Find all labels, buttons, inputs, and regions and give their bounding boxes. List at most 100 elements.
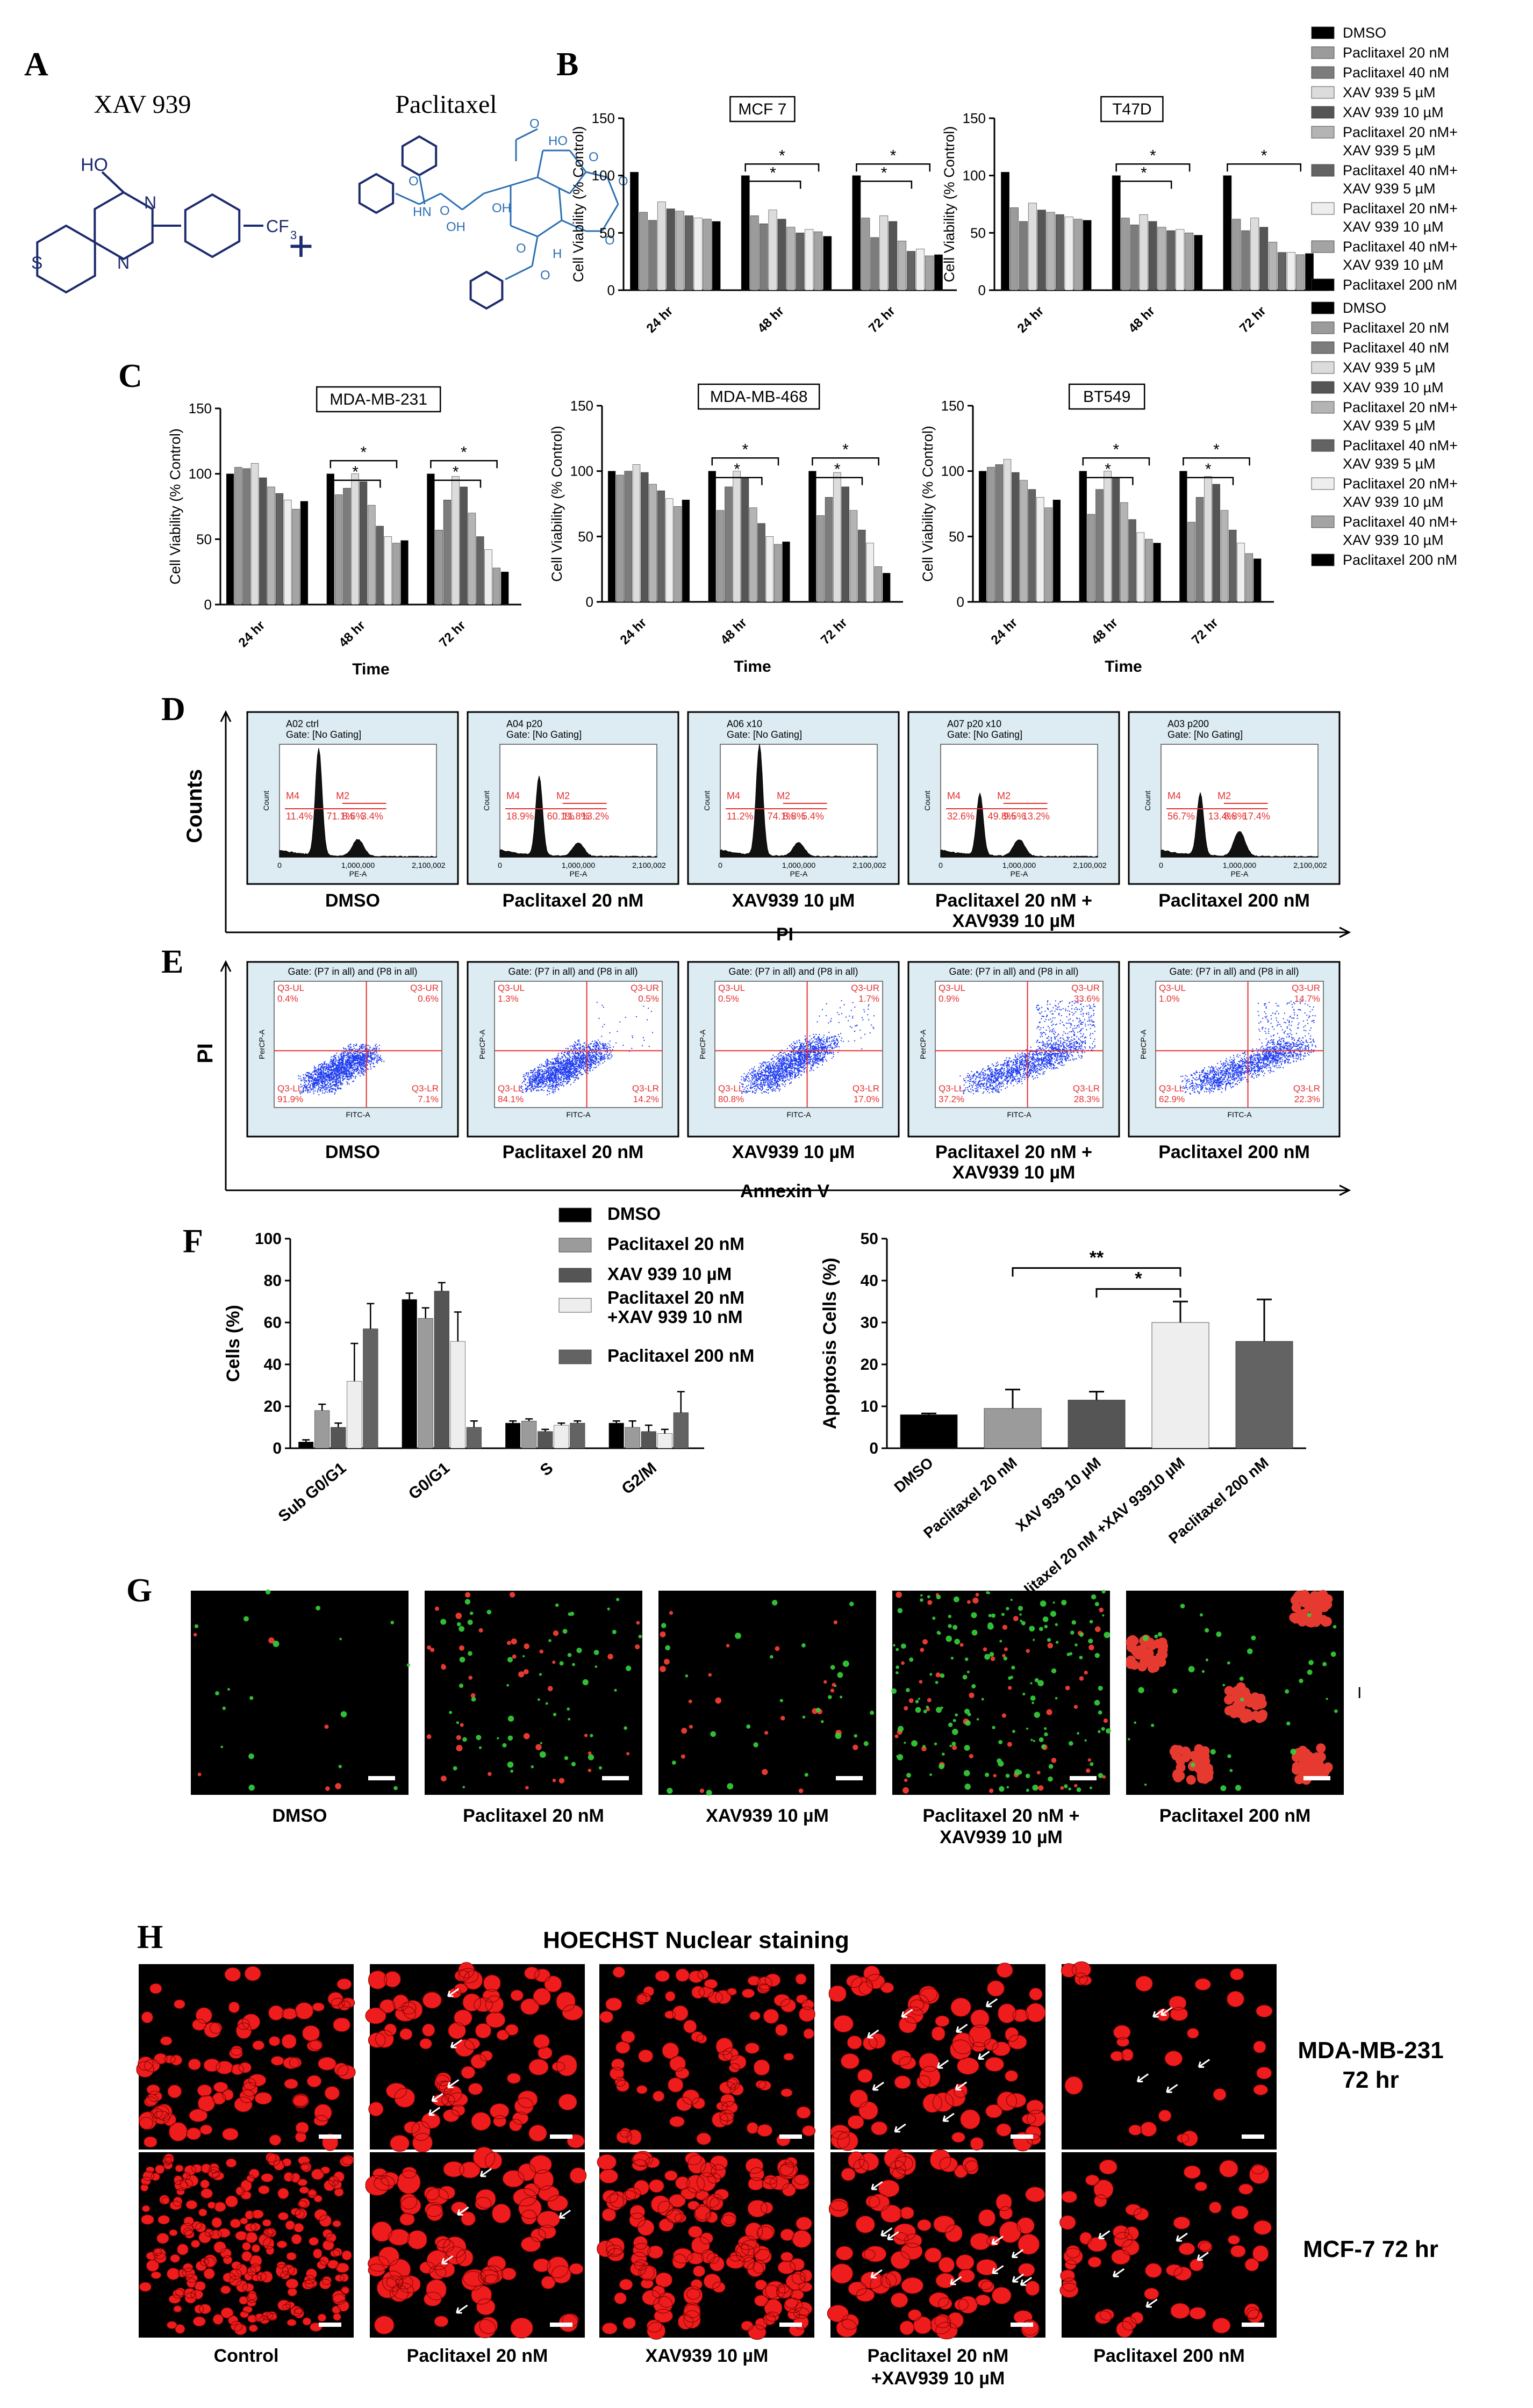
quadrant-name: Q3-UL — [498, 983, 525, 993]
bar — [889, 221, 898, 291]
bar — [347, 1381, 362, 1449]
bar — [1223, 175, 1232, 291]
bar — [1212, 484, 1220, 602]
nuclei — [1061, 1961, 1273, 2147]
plot-caption: Paclitaxel 20 nM — [503, 890, 644, 911]
gate-label: 11.8% — [563, 811, 590, 822]
pac-phenyl-ring — [469, 270, 504, 310]
significance-bracket — [1115, 181, 1172, 189]
bar — [741, 175, 750, 291]
bar — [1204, 476, 1212, 602]
quadrant-percent: 91.9% — [277, 1094, 303, 1104]
chart-title: MDA-MB-231 — [329, 391, 427, 408]
bar — [384, 536, 392, 605]
bar — [538, 1431, 553, 1449]
y-tick-label: 50 — [578, 528, 593, 544]
bar — [608, 1422, 624, 1449]
legend-swatch — [1311, 381, 1335, 394]
bar — [907, 251, 916, 291]
bar — [916, 248, 925, 291]
legend-label: DMSO — [1343, 25, 1386, 41]
x-tick-label: 2,100,002 — [412, 861, 445, 869]
gate-label: M2 — [1217, 790, 1231, 801]
d-x-label: PI — [776, 924, 793, 945]
stain-caption: Paclitaxel 200 nM — [1093, 2346, 1245, 2366]
legend-label: Paclitaxel 20 nM+ XAV 939 5 µM — [1343, 399, 1458, 434]
significance-bracket — [744, 181, 801, 189]
plot-gate: Gate: (P7 in all) and (P8 in all) — [1169, 966, 1299, 977]
y-tick-label: 150 — [941, 398, 964, 414]
bar — [1104, 471, 1112, 602]
x-tick-label: 0 — [939, 861, 943, 869]
significance-star: * — [352, 463, 359, 481]
micrograph-bg — [425, 1591, 642, 1795]
plot-caption: Paclitaxel 200 nM — [1158, 890, 1310, 911]
scale-bar — [602, 1776, 629, 1780]
legend-C: DMSO Paclitaxel 20 nM Paclitaxel 40 nM XAV … — [1311, 300, 1458, 568]
bar — [757, 523, 765, 602]
bar — [786, 227, 796, 291]
bar — [343, 488, 351, 605]
dotplot: Gate: (P7 in all) and (P8 in all) Q3-UL1.… — [467, 961, 679, 1138]
micrograph-caption: Paclitaxel 20 nM — [463, 1806, 604, 1826]
x-tick-label: 1,000,000 — [562, 861, 595, 869]
significance-star: * — [453, 463, 459, 481]
chart-title: MCF 7 — [738, 100, 786, 118]
gate-label: 71.1% — [327, 811, 354, 822]
bar — [984, 1408, 1042, 1449]
chart-title-box — [1068, 383, 1145, 410]
significance-star: * — [1141, 164, 1147, 182]
e-x-arrow-head — [1339, 1184, 1351, 1196]
bar — [648, 220, 657, 291]
bar — [665, 498, 674, 602]
micrograph-bg — [658, 1591, 876, 1795]
quadrant-percent: 1.0% — [1159, 994, 1180, 1004]
y-tick-label: 100 — [255, 1230, 282, 1248]
y-tick-label: 50 — [949, 528, 964, 544]
bar — [777, 219, 786, 291]
legend-swatch — [1311, 202, 1335, 215]
pac-bond — [531, 236, 539, 267]
histogram-shape — [279, 748, 437, 858]
bar — [833, 472, 841, 602]
bar — [1153, 543, 1161, 602]
error-bar — [1005, 1389, 1020, 1408]
bar — [879, 215, 889, 291]
pac-bond — [510, 225, 538, 238]
bar — [392, 543, 400, 605]
dotplot: Gate: (P7 in all) and (P8 in all)Q3-UL0.… — [246, 961, 459, 1138]
legend-label: DMSO — [607, 1204, 661, 1224]
bar — [733, 471, 741, 602]
micrograph-G — [658, 1591, 876, 1796]
legend-swatch — [1311, 361, 1335, 374]
plot-gate: Gate: (P7 in all) and (P8 in all) — [288, 966, 417, 977]
bar — [314, 1410, 330, 1449]
chart-C-MDA-MB-231: 0 50 100 150 24 hr 48 hr 72 hr MDA-MB-231 Cell V… — [167, 386, 521, 678]
plus-sign: + — [289, 222, 314, 270]
atom: HO — [548, 134, 568, 148]
quadrant-percent: 33.6% — [1074, 994, 1100, 1004]
bar — [666, 209, 675, 291]
x-tick-label: 48 hr — [755, 304, 787, 336]
plot-y-axis: PerCP-A — [478, 1029, 486, 1059]
bar — [782, 541, 790, 602]
significance-bracket — [1095, 1288, 1181, 1298]
quadrant-percent: 1.7% — [858, 994, 879, 1004]
x-tick-label: 48 hr — [1126, 304, 1158, 336]
significance-star: * — [1135, 1269, 1142, 1289]
plot-x-axis: FITC-A — [346, 1110, 370, 1119]
atom: O — [440, 204, 450, 218]
bar — [1121, 218, 1130, 291]
x-tick-label: 2,100,002 — [1293, 861, 1327, 869]
error-bar — [557, 1422, 565, 1426]
y-tick-label: 100 — [963, 168, 986, 184]
bar — [1269, 242, 1278, 291]
bar — [1028, 203, 1037, 291]
bar — [450, 1341, 465, 1449]
bar — [1157, 227, 1166, 291]
bar — [1001, 171, 1010, 291]
bar — [725, 486, 733, 602]
x-tick-label: 48 hr — [1088, 615, 1121, 648]
legend-swatch — [1311, 554, 1335, 566]
